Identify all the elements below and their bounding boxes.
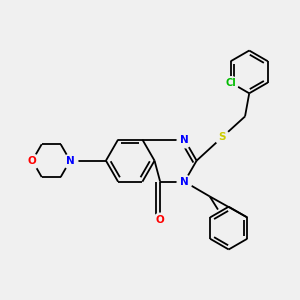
Text: N: N [180, 135, 189, 145]
Text: O: O [28, 156, 37, 166]
Text: N: N [66, 156, 74, 166]
Text: S: S [218, 133, 226, 142]
Text: O: O [156, 214, 164, 225]
Text: N: N [180, 177, 189, 187]
Text: Cl: Cl [225, 78, 236, 88]
